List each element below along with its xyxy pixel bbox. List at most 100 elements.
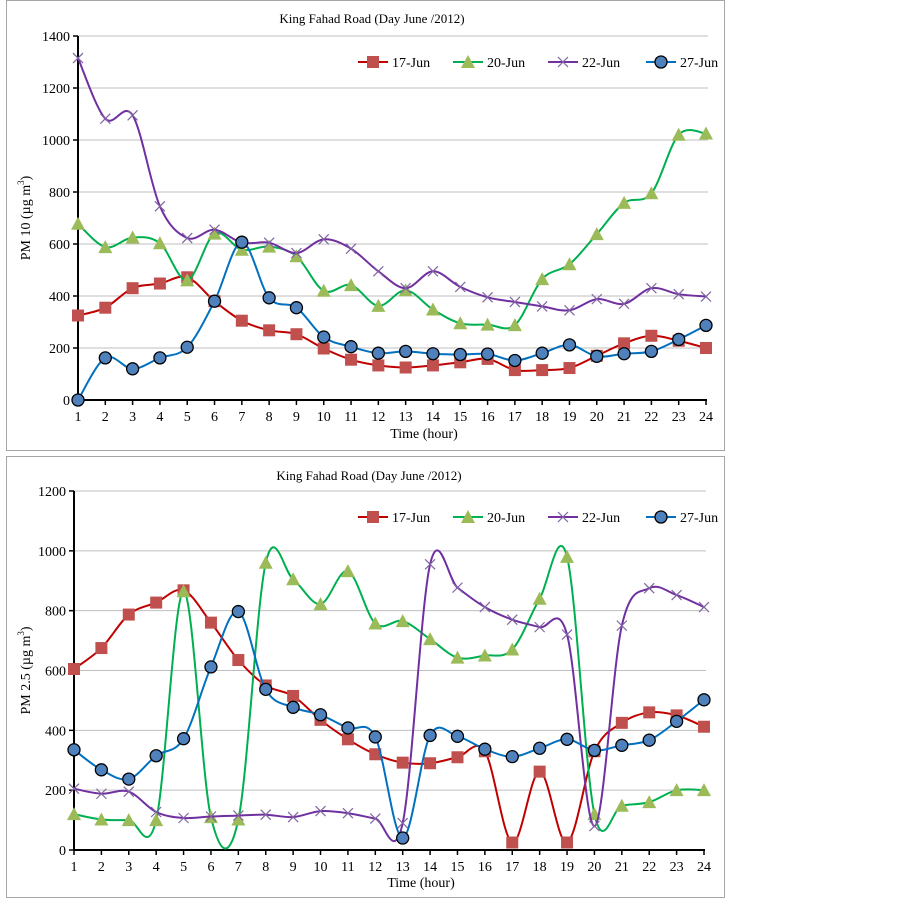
legend-item-27-jun: 27-Jun	[646, 510, 718, 526]
data-point	[590, 349, 604, 363]
data-point	[67, 807, 81, 821]
x-marker-stroke	[72, 52, 84, 64]
data-point	[396, 756, 409, 769]
y-tick-label: 400	[45, 724, 66, 739]
x-tick-label: 24	[699, 410, 713, 425]
data-point	[398, 283, 413, 297]
x-marker-stroke	[561, 629, 573, 641]
x-tick-label: 20	[587, 860, 601, 875]
data-point	[535, 346, 549, 360]
x-marker-stroke	[616, 620, 628, 632]
y-axis-label: PM 2.5 (µg m3)	[16, 626, 34, 714]
x-marker-stroke	[698, 601, 710, 613]
x-marker-stroke	[618, 298, 630, 310]
y-tick-label: 800	[45, 605, 66, 620]
chart-title: King Fahad Road (Day June /2012)	[276, 468, 461, 483]
data-point	[644, 186, 659, 200]
x-tick-label: 14	[426, 410, 440, 425]
data-point	[125, 362, 140, 376]
series-22-jun	[72, 52, 712, 316]
series-line	[73, 545, 705, 850]
x-marker-stroke	[315, 805, 326, 817]
x-marker-stroke	[95, 788, 107, 800]
x-marker-stroke	[181, 232, 193, 244]
data-point	[643, 582, 655, 594]
data-point	[371, 346, 385, 360]
x-marker-stroke	[427, 265, 439, 277]
y-tick-label: 1200	[42, 82, 70, 97]
legend-item-27-jun: 27-Jun	[646, 55, 718, 71]
legend-item-17-jun: 17-Jun	[358, 511, 430, 526]
data-point	[617, 195, 632, 209]
x-tick-label: 21	[615, 860, 629, 875]
data-point	[71, 393, 85, 407]
x-tick-label: 3	[129, 410, 136, 425]
data-point	[617, 347, 631, 361]
data-point	[204, 616, 217, 629]
x-marker-stroke	[397, 817, 409, 829]
data-point	[563, 362, 576, 375]
x-marker-stroke	[372, 265, 384, 277]
x-marker-stroke	[452, 582, 463, 594]
x-tick-label: 7	[238, 410, 245, 425]
data-point	[99, 301, 112, 314]
y-tick-label: 200	[45, 784, 66, 799]
x-tick-label: 5	[184, 410, 191, 425]
data-point	[291, 247, 302, 259]
data-point	[507, 318, 522, 332]
data-point	[453, 316, 468, 330]
x-tick-label: 2	[98, 860, 105, 875]
data-point	[672, 332, 686, 347]
y-tick-label: 1200	[38, 485, 66, 500]
pm10-chart: King Fahad Road (Day June /2012) 0 200 400 6…	[16, 11, 718, 442]
data-point	[673, 288, 685, 300]
data-point	[479, 601, 491, 613]
x-tick-label: 10	[314, 860, 328, 875]
y-axis-label: PM 10 (µg m3)	[16, 175, 34, 260]
data-point	[645, 329, 658, 342]
x-tick-label: 8	[266, 410, 273, 425]
x-tick-label: 16	[478, 860, 492, 875]
data-point	[397, 817, 409, 829]
data-point	[234, 242, 249, 256]
y-tick-label: 200	[49, 342, 70, 357]
data-point	[259, 682, 273, 696]
x-tick-label: 8	[262, 860, 269, 875]
data-point	[477, 648, 492, 662]
data-point	[642, 733, 656, 747]
x-marker-stroke	[150, 806, 162, 818]
x-tick-label: 18	[535, 410, 549, 425]
x-marker-stroke	[400, 282, 412, 294]
x-marker-stroke	[509, 296, 521, 308]
data-point	[149, 813, 164, 827]
data-point	[371, 298, 386, 312]
data-point	[345, 353, 358, 366]
data-point	[178, 812, 189, 824]
data-point	[207, 294, 222, 308]
x-tick-label: 2	[102, 410, 109, 425]
data-point	[150, 596, 163, 609]
data-point	[342, 807, 354, 819]
y-tick-label: 600	[49, 238, 70, 253]
data-point	[154, 200, 166, 212]
x-marker-stroke	[318, 233, 330, 245]
legend-item-22-jun: 22-Jun	[548, 56, 620, 71]
data-point	[209, 224, 220, 236]
data-point	[99, 113, 111, 125]
x-marker-stroke	[454, 281, 466, 293]
x-tick-label: 14	[423, 860, 437, 875]
x-marker-stroke	[557, 56, 569, 68]
data-point	[344, 340, 358, 354]
x-marker-stroke	[287, 811, 299, 823]
data-point	[697, 693, 711, 707]
data-point	[505, 750, 519, 764]
x-axis-label: Time (hour)	[390, 427, 458, 442]
data-point	[205, 811, 217, 822]
x-tick-label: 12	[371, 410, 385, 425]
data-point	[231, 604, 245, 619]
x-marker-stroke	[506, 614, 518, 626]
data-point	[345, 243, 357, 255]
data-point	[126, 282, 139, 295]
x-tick-label: 6	[211, 410, 218, 425]
data-point	[450, 650, 465, 664]
